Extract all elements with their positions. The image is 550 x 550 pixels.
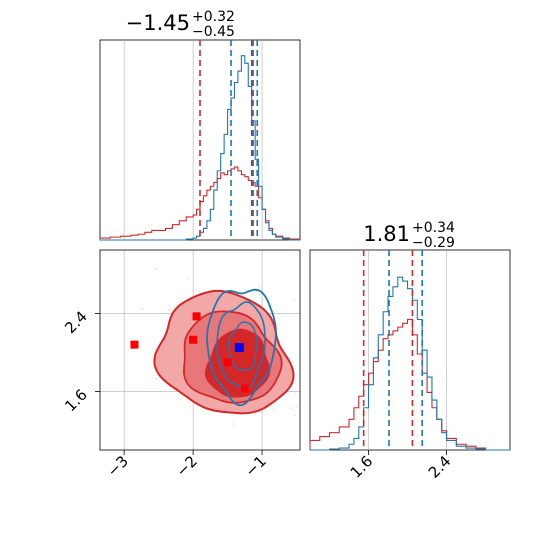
scatter-2d-sample-point [187,277,189,280]
scatter-2d-sample-point [292,299,295,302]
hist-param1-panel: −1.45 +0.32 −0.45 [99,9,301,241]
scatter-2d-sample-point [207,232,209,234]
blue-square-marker [234,343,244,353]
contour-blue-outer [206,288,277,407]
scatter-2d-sample-point [273,409,276,411]
scatter-2d-y-tick-label: 2.4 [61,308,91,338]
hist-param2-title-value: 1.81 [363,222,410,246]
scatter-2d-sample-point [270,304,273,307]
hist-param2-title-plus: +0.34 [412,220,455,236]
scatter-2d-sample-point [258,285,261,288]
scatter-2d-sample-point [294,391,297,394]
hist-param2-title-minus: −0.29 [412,235,455,251]
contour-blue-middle [216,301,266,390]
scatter-2d-x-tick-label: −3 [104,452,132,480]
hist-param1-steps [99,55,301,241]
scatter-2d-sample-point [289,407,292,409]
scatter-2d-sample-point [315,434,317,436]
scatter-2d-sample-point [155,267,158,270]
contour-red-inner [204,328,271,398]
scatter-2d-sample-point [313,378,315,380]
scatter-2d-frame [99,249,301,451]
red-square-marker [130,340,139,349]
scatter-2d-x-tick-label: −2 [173,452,201,480]
red-square-marker [223,358,232,367]
scatter-2d-sample-point [168,308,170,311]
hist-param1-title-minus: −0.45 [192,24,235,40]
scatter-2d-sample-point [155,377,158,380]
hist-param2-x-tick-label: 2.4 [425,452,455,482]
hist-param1-quantile-lines [199,40,259,240]
scatter-2d-sample-point [255,412,257,415]
scatter-2d-sample-point [374,391,376,393]
hist-param2-x-axis: 1.6 2.4 [347,450,455,482]
red-square-marker [189,335,198,344]
scatter-2d-sample-point [232,423,234,425]
scatter-2d-sample-point [149,224,151,226]
scatter-2d-sample-point [141,308,144,311]
hist-param2-x-tick-label: 1.6 [347,452,377,482]
scatter-2d-sample-point [293,414,296,417]
scatter-2d-sample-point [295,405,298,408]
hist-param1-title-value: −1.45 [126,11,190,35]
hist-param2-red-series [309,318,510,451]
scatter-2d-panel: −3 −2 −1 1.6 2.4 [61,224,376,480]
hist-param2-blue-series [310,276,510,451]
contour-blue-inner [227,321,258,371]
hist-param1-title-plus: +0.32 [192,9,235,25]
scatter-2d-contours [153,288,295,415]
hist-param2-frame [309,249,511,451]
hist-param2-grid [368,250,447,450]
hist-param2-steps [309,276,510,451]
hist-param2-panel: 1.6 2.4 1.81 +0.34 −0.29 [309,220,511,482]
scatter-2d-y-tick-label: 1.6 [61,386,91,416]
hist-param2-quantile-lines [362,250,423,450]
scatter-2d-x-tick-label: −1 [242,452,270,480]
scatter-2d-markers [130,312,249,393]
hist-param1-blue-series [100,55,300,241]
scatter-2d-y-axis: 1.6 2.4 [61,308,100,416]
scatter-2d-sample-point [320,339,322,341]
red-square-marker [192,312,201,321]
scatter-2d-sample-point [259,293,261,295]
scatter-2d-x-axis: −3 −2 −1 [104,450,270,480]
red-square-marker [240,384,249,393]
